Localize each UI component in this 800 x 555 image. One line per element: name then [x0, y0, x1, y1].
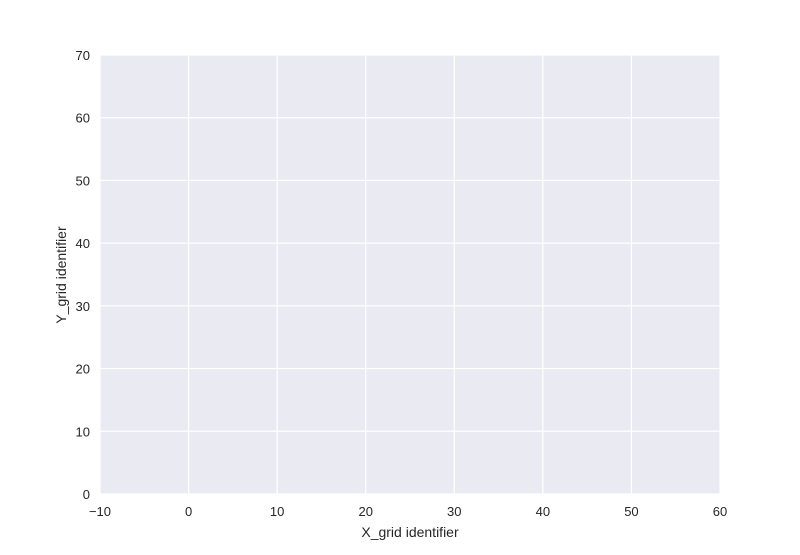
y-tick-label: 70: [76, 48, 90, 63]
x-tick-label: 0: [185, 504, 192, 519]
x-tick-label: 40: [536, 504, 550, 519]
y-axis-label: Y_grid identifier: [53, 226, 69, 324]
x-tick-label: −10: [89, 504, 111, 519]
x-tick-label: 50: [624, 504, 638, 519]
x-tick-label: 60: [713, 504, 727, 519]
y-tick-labels: 0 10 20 30 40 50 60 70: [76, 48, 90, 502]
x-tick-label: 30: [447, 504, 461, 519]
y-tick-label: 50: [76, 173, 90, 188]
y-tick-label: 60: [76, 111, 90, 126]
y-tick-label: 40: [76, 236, 90, 251]
x-tick-label: 10: [270, 504, 284, 519]
x-axis-label: X_grid identifier: [361, 524, 459, 540]
plot-background: [100, 55, 720, 494]
y-tick-label: 30: [76, 299, 90, 314]
y-tick-label: 0: [83, 487, 90, 502]
y-tick-label: 10: [76, 424, 90, 439]
x-tick-label: 20: [358, 504, 372, 519]
x-tick-labels: −10 0 10 20 30 40 50 60: [89, 504, 727, 519]
y-tick-label: 20: [76, 362, 90, 377]
grid-lines: [99, 54, 721, 495]
